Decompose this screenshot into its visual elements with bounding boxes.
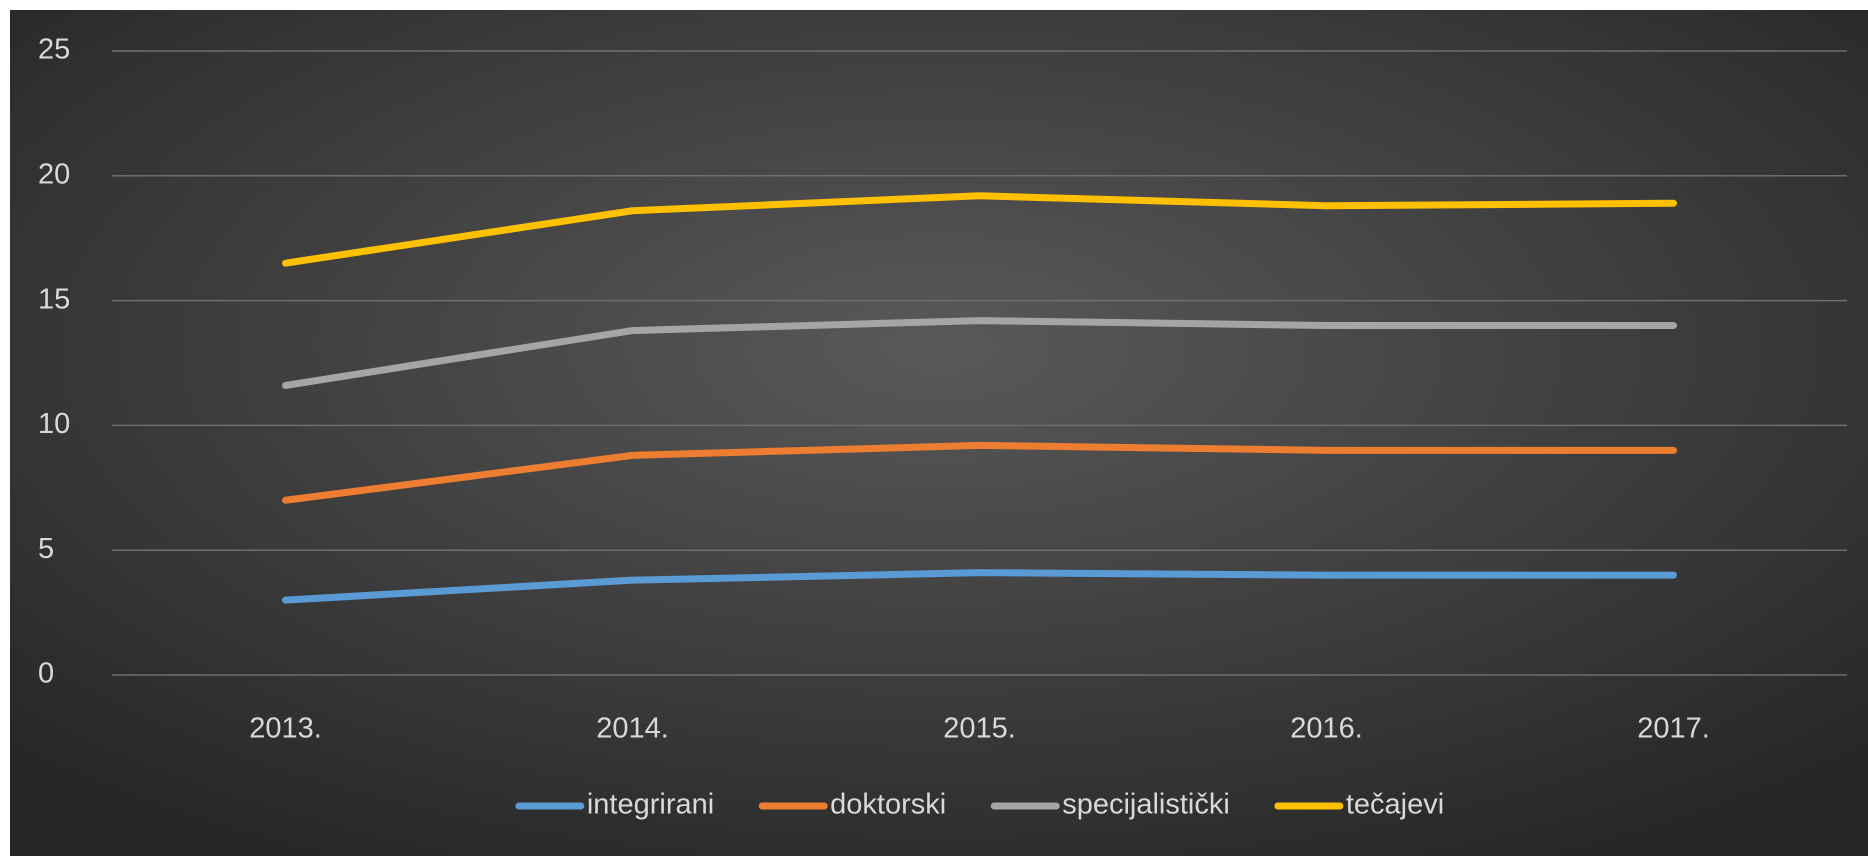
series-line — [282, 569, 1677, 604]
y-tick-label: 5 — [38, 533, 54, 565]
y-tick-label: 0 — [38, 658, 54, 690]
x-tick-label: 2016. — [1290, 713, 1363, 745]
x-tick-label: 2013. — [249, 713, 322, 745]
x-tick-label: 2014. — [596, 713, 669, 745]
y-tick-label: 10 — [38, 408, 70, 440]
legend-label: integrirani — [587, 789, 714, 821]
legend-label: doktorski — [830, 789, 946, 821]
series-line — [282, 192, 1677, 267]
series-line — [282, 441, 1677, 504]
series-line — [282, 317, 1677, 389]
x-tick-label: 2015. — [943, 713, 1016, 745]
legend-label: specijalistički — [1062, 789, 1230, 821]
chart-background — [10, 10, 1868, 856]
legend-label: tečajevi — [1346, 789, 1444, 821]
x-tick-label: 2017. — [1637, 713, 1710, 745]
y-tick-label: 15 — [38, 283, 70, 315]
y-tick-label: 20 — [38, 158, 70, 190]
y-tick-label: 25 — [38, 34, 70, 66]
